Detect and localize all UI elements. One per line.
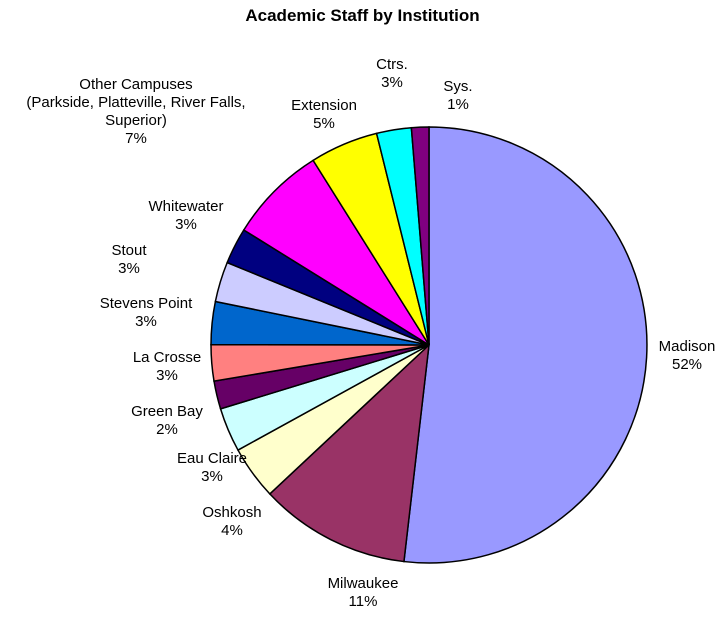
slice-label-whitewater: Whitewater 3% bbox=[148, 198, 223, 233]
slice-label-madison: Madison 52% bbox=[659, 338, 716, 373]
slice-label-stout: Stout 3% bbox=[111, 242, 147, 277]
slice-label-other-campuses: Other Campuses (Parkside, Platteville, Ri… bbox=[26, 76, 245, 147]
slice-label-milwaukee: Milwaukee 11% bbox=[328, 575, 399, 610]
chart-title: Academic Staff by Institution bbox=[245, 6, 480, 25]
slice-label-extension: Extension 5% bbox=[291, 97, 357, 132]
slice-label-ctrs: Ctrs. 3% bbox=[376, 56, 408, 91]
pie-slice-milwaukee bbox=[268, 343, 430, 563]
slice-label-green-bay: Green Bay 2% bbox=[131, 403, 203, 438]
slice-label-la-crosse: La Crosse 3% bbox=[133, 349, 201, 384]
slice-label-oshkosh: Oshkosh 4% bbox=[202, 504, 261, 539]
slice-label-eau-claire: Eau Claire 3% bbox=[177, 450, 247, 485]
slice-label-sys: Sys. 1% bbox=[443, 78, 472, 113]
pie-slice-madison bbox=[403, 126, 648, 564]
pie-slice-other-campuses bbox=[242, 159, 430, 346]
pie-slice-sys bbox=[410, 126, 430, 346]
slice-label-stevens-point: Stevens Point 3% bbox=[100, 295, 193, 330]
